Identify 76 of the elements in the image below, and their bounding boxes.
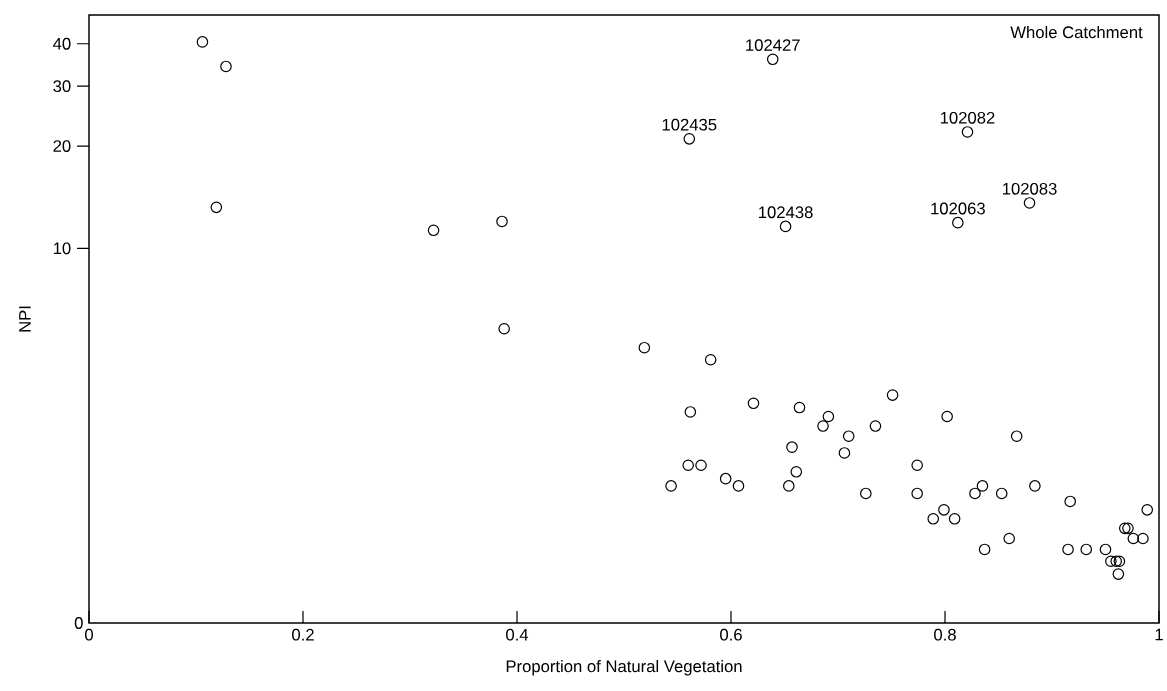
point <box>427 224 440 237</box>
y-axis-title: NPI <box>19 306 31 332</box>
annotation: 102083 <box>1003 182 1057 195</box>
point <box>1099 543 1112 556</box>
point <box>695 459 707 472</box>
point <box>961 126 974 138</box>
text: 0 <box>74 617 83 629</box>
point <box>822 410 835 423</box>
annotation: 102063 <box>931 202 985 215</box>
point <box>842 430 855 443</box>
y-tick-label: 40 <box>53 37 71 50</box>
point <box>790 466 803 478</box>
point <box>860 487 872 500</box>
point <box>766 53 779 66</box>
point <box>1118 522 1131 535</box>
x-tick-label: 0.4 <box>506 628 529 641</box>
point <box>793 401 806 414</box>
point <box>886 389 899 401</box>
y-tick-label: 30 <box>53 80 71 93</box>
point <box>938 504 950 516</box>
point <box>719 472 732 485</box>
point <box>969 487 981 500</box>
x-axis-title: Proportion of Natural Vegetation <box>506 659 742 676</box>
point <box>927 513 940 525</box>
point <box>1141 504 1154 516</box>
point <box>786 441 798 453</box>
point <box>1105 555 1117 568</box>
annotation: 102427 <box>746 39 800 52</box>
point <box>952 216 964 229</box>
point <box>732 480 745 492</box>
point <box>220 60 232 73</box>
annotation: 102438 <box>759 206 813 219</box>
point <box>1122 522 1134 535</box>
y-tick-label: 20 <box>53 140 71 152</box>
point <box>496 215 508 228</box>
x-tick-label: 0.2 <box>292 628 314 641</box>
y-tick-label: 10 <box>53 242 71 255</box>
annotation: 102435 <box>662 118 717 131</box>
annotation: 102082 <box>940 111 995 124</box>
point <box>210 201 223 214</box>
x-tick-label: 0.6 <box>720 628 742 641</box>
x-tick-label: 0.8 <box>934 628 956 641</box>
x-tick-label: 1 <box>1155 628 1163 641</box>
point <box>747 397 760 410</box>
point <box>1064 495 1076 508</box>
point <box>995 487 1008 500</box>
point <box>941 410 953 423</box>
point <box>911 459 923 472</box>
point <box>838 447 851 459</box>
point <box>948 513 961 525</box>
point <box>817 420 829 432</box>
point <box>1127 532 1140 545</box>
point <box>911 487 923 500</box>
point <box>976 480 989 492</box>
point <box>1003 532 1015 545</box>
x-tick-label: 0 <box>85 628 93 641</box>
point <box>704 353 717 366</box>
point <box>1023 197 1036 209</box>
point <box>1062 543 1074 556</box>
point <box>683 133 696 145</box>
point <box>682 459 695 472</box>
point <box>869 420 882 432</box>
point <box>779 220 792 233</box>
point <box>498 322 510 335</box>
point <box>1029 480 1041 492</box>
point <box>684 406 697 418</box>
point <box>978 543 991 556</box>
annotation: Whole Catchment <box>1010 25 1143 39</box>
point <box>782 480 795 492</box>
point <box>1112 568 1125 580</box>
point <box>1010 430 1023 443</box>
point <box>638 341 651 354</box>
point <box>1080 543 1093 556</box>
point <box>665 480 677 492</box>
point <box>1137 532 1149 545</box>
point <box>196 36 209 48</box>
